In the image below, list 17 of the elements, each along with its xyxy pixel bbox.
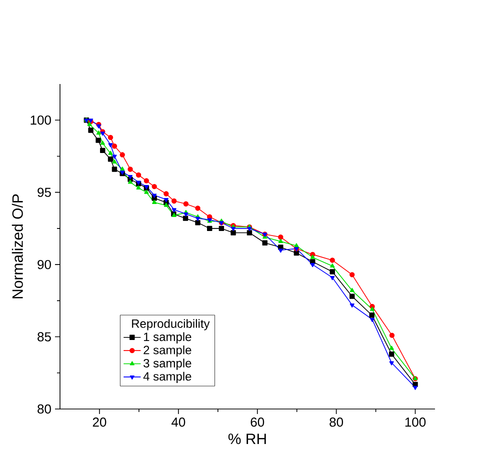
y-tick-label: 80	[38, 404, 51, 414]
x-tick-label: 80	[330, 418, 344, 427]
x-tick-label: 20	[92, 418, 106, 427]
x-axis-title: % RH	[228, 434, 266, 444]
legend-label: 4 sample	[143, 372, 192, 384]
legend-label: 1 sample	[144, 332, 192, 344]
x-tick-label: 40	[171, 418, 186, 427]
y-axis-title: Normalized O/P	[12, 194, 23, 298]
y-tick-label: 85	[38, 332, 51, 342]
y-tick-label: 100	[30, 116, 51, 125]
y-tick-label: 90	[38, 260, 51, 270]
legend-title: Reproducibility	[132, 319, 210, 330]
y-tick-label: 95	[38, 188, 51, 197]
x-tick-label: 100	[405, 418, 426, 427]
x-tick-label: 60	[250, 418, 264, 427]
legend-label: 2 sample	[144, 345, 192, 357]
legend-label: 3 sample	[144, 358, 192, 370]
